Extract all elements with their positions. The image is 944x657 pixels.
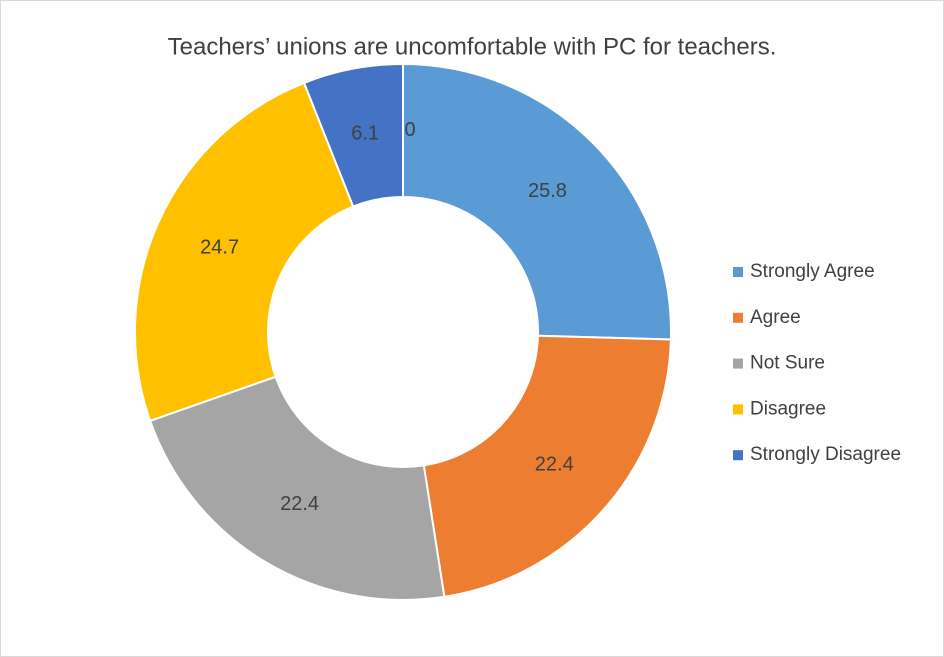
donut-slice (134, 81, 355, 423)
data-labels: 25.8 22.4 22.4 24.7 6.1 0 (200, 119, 574, 515)
legend-label: Strongly Agree (750, 261, 875, 282)
legend: Strongly Agree Agree Not Sure Disagree Stron… (733, 261, 901, 465)
legend-swatch (733, 267, 743, 277)
data-label: 22.4 (280, 493, 319, 515)
donut-slice (148, 375, 446, 601)
legend-swatch (733, 450, 743, 461)
data-label: 25.8 (528, 180, 567, 202)
legend-swatch (733, 358, 743, 369)
data-label: 24.7 (200, 237, 239, 259)
legend-label: Disagree (750, 398, 826, 419)
legend-label: Not Sure (750, 353, 825, 374)
donut (134, 62, 672, 601)
donut-slice (302, 62, 404, 208)
donut-slice (402, 62, 672, 341)
legend-swatch (733, 404, 743, 415)
donut-slice (422, 334, 672, 598)
legend-label: Agree (750, 307, 801, 328)
chart-title: Teachers’ unions are uncomfortable with … (168, 33, 777, 60)
data-label: 6.1 (351, 122, 379, 144)
legend-label: Strongly Disagree (750, 444, 901, 465)
data-label: 0 (404, 119, 415, 141)
data-label: 22.4 (535, 453, 574, 475)
legend-swatch (733, 312, 743, 323)
